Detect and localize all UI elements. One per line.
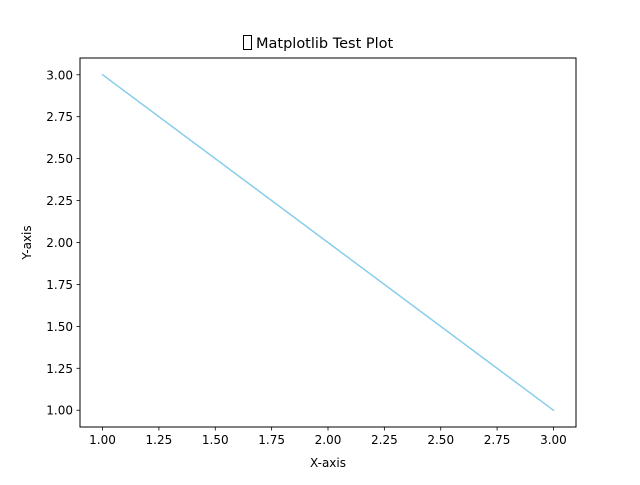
chart-title-group: Matplotlib Test Plot bbox=[243, 35, 394, 52]
x-tick-label: 1.50 bbox=[202, 433, 229, 447]
chart-title: Matplotlib Test Plot bbox=[256, 36, 394, 52]
y-tick-label: 3.00 bbox=[46, 68, 73, 82]
y-tick-label: 2.75 bbox=[46, 110, 73, 124]
x-tick-label: 3.00 bbox=[540, 433, 567, 447]
x-tick-label: 2.00 bbox=[315, 433, 342, 447]
series-line-0 bbox=[101, 73, 555, 412]
y-tick-label: 2.00 bbox=[46, 236, 73, 250]
x-tick-label: 2.75 bbox=[484, 433, 511, 447]
y-tick-label: 1.75 bbox=[46, 278, 73, 292]
axes-frame bbox=[79, 57, 577, 428]
y-tick-label: 1.50 bbox=[46, 320, 73, 334]
x-axis-label: X-axis bbox=[310, 456, 346, 470]
y-tick-label: 2.25 bbox=[46, 194, 73, 208]
missing-glyph-icon bbox=[243, 35, 252, 50]
x-tick-label: 1.75 bbox=[258, 433, 285, 447]
y-axis-label: Y-axis bbox=[20, 225, 34, 260]
ticks-layer: 1.00 1.25 1.50 1.75 2.00 2.25 2.50 2.75 3.00 1.00… bbox=[46, 68, 567, 447]
y-tick-label: 1.25 bbox=[46, 362, 73, 376]
x-tick-label: 2.50 bbox=[427, 433, 454, 447]
x-tick-label: 1.25 bbox=[146, 433, 173, 447]
plot-layer bbox=[101, 73, 555, 412]
x-tick-label: 1.00 bbox=[89, 433, 116, 447]
y-tick-label: 1.00 bbox=[46, 404, 73, 418]
y-tick-label: 2.50 bbox=[46, 152, 73, 166]
x-tick-label: 2.25 bbox=[371, 433, 398, 447]
